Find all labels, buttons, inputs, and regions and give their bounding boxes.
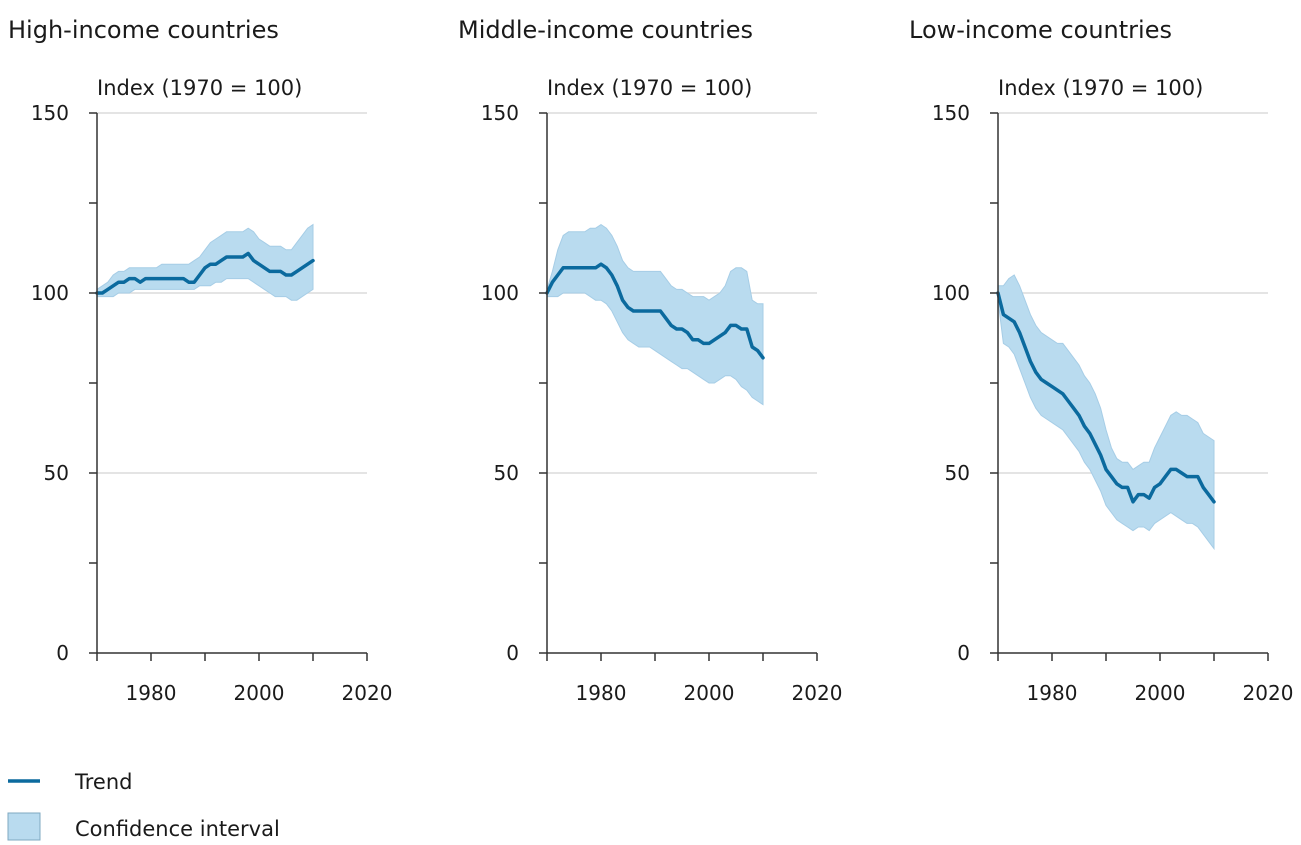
x-tick-label: 2020 xyxy=(792,681,843,705)
x-tick-label: 1980 xyxy=(126,681,177,705)
trend-line xyxy=(95,251,315,295)
x-tick-label: 2020 xyxy=(342,681,393,705)
x-tick-label: 2000 xyxy=(234,681,285,705)
legend-trend-label: Trend xyxy=(74,770,132,794)
y-tick-label: 50 xyxy=(44,461,69,485)
panel-title: High-income countries xyxy=(8,16,279,44)
x-tick-label: 2000 xyxy=(1135,681,1186,705)
legend-ci-swatch xyxy=(7,812,41,841)
confidence-interval-band xyxy=(546,223,764,406)
y-tick-label: 0 xyxy=(957,641,970,665)
y-tick-label: 100 xyxy=(481,281,519,305)
y-tick-label: 0 xyxy=(506,641,519,665)
x-tick-label: 2020 xyxy=(1243,681,1294,705)
panel-title: Low-income countries xyxy=(909,16,1172,44)
trend-line xyxy=(996,291,1216,504)
y-tick-label: 50 xyxy=(494,461,519,485)
panel-3: Low-income countries Index (1970 = 100) 0 5… xyxy=(909,16,1293,705)
y-tick-label: 50 xyxy=(945,461,970,485)
panel-title: Middle-income countries xyxy=(458,16,753,44)
y-axis-label: Index (1970 = 100) xyxy=(547,76,752,100)
legend: Trend Confidence interval xyxy=(7,770,280,841)
panel-1: High-income countries Index (1970 = 100) 0… xyxy=(8,16,392,705)
y-tick-label: 150 xyxy=(932,101,970,125)
y-axis-label: Index (1970 = 100) xyxy=(998,76,1203,100)
x-tick-label: 2000 xyxy=(684,681,735,705)
y-axis-label: Index (1970 = 100) xyxy=(97,76,302,100)
x-tick-label: 1980 xyxy=(576,681,627,705)
x-tick-label: 1980 xyxy=(1027,681,1078,705)
trend-line xyxy=(545,262,765,360)
legend-ci-label: Confidence interval xyxy=(75,817,280,841)
confidence-interval-band xyxy=(96,223,314,301)
y-tick-label: 100 xyxy=(31,281,69,305)
y-tick-label: 0 xyxy=(56,641,69,665)
y-tick-label: 150 xyxy=(481,101,519,125)
y-tick-label: 150 xyxy=(31,101,69,125)
panel-2: Middle-income countries Index (1970 = 100… xyxy=(458,16,842,705)
confidence-interval-band xyxy=(997,274,1215,551)
y-tick-label: 100 xyxy=(932,281,970,305)
